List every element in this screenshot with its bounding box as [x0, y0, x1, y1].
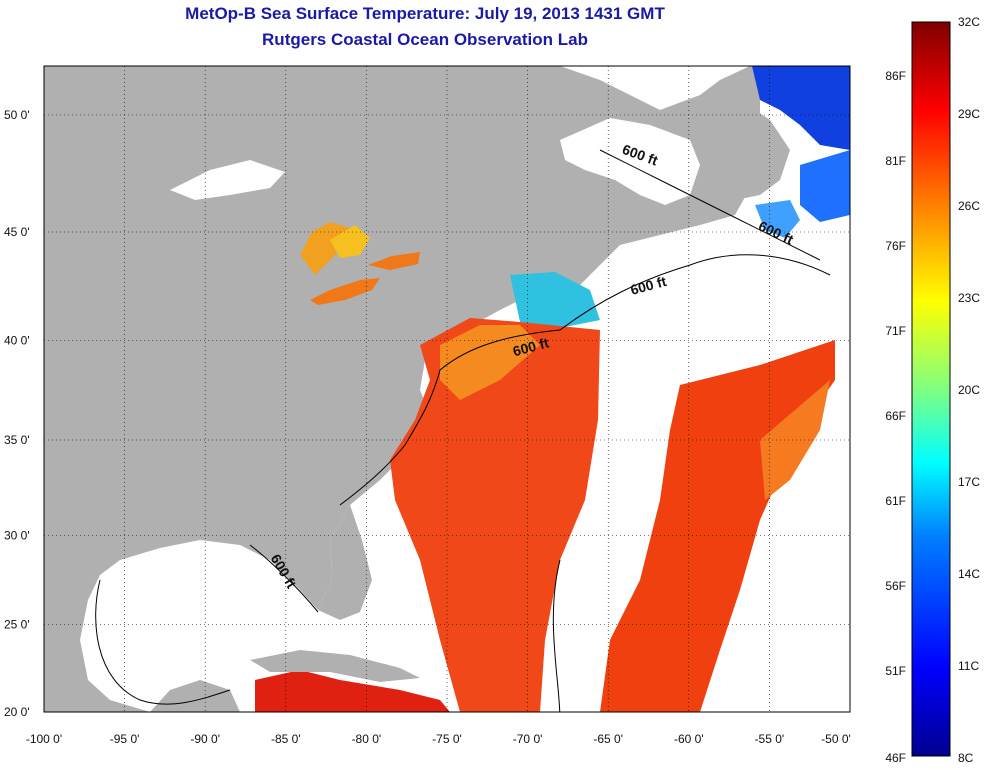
sst-gulf-of-maine [510, 272, 600, 328]
lat-tick-label: 45 0' [4, 225, 30, 239]
isobath-600ft [95, 149, 831, 712]
lake-erie [310, 278, 380, 305]
lon-tick-label: -95 0' [110, 732, 140, 746]
sst-swath-west [390, 318, 600, 712]
colorbar-label-f: 46F [885, 751, 906, 765]
colorbar-label-c: 8C [958, 751, 974, 765]
sst-grand-banks [755, 200, 800, 238]
lat-tick-label: 25 0' [4, 618, 30, 632]
colorbar-label-c: 29C [958, 107, 980, 121]
colorbar-label-f: 51F [885, 664, 906, 678]
lon-axis: -100 0' -95 0' -90 0' -85 0' -80 0' -75 … [26, 732, 851, 746]
map-title: MetOp-B Sea Surface Temperature: July 19… [185, 4, 665, 23]
colorbar-label-f: 86F [885, 69, 906, 83]
lon-tick-label: -80 0' [352, 732, 382, 746]
colorbar-label-c: 20C [958, 383, 980, 397]
colorbar-label-f: 76F [885, 239, 906, 253]
sst-caribbean [255, 670, 450, 712]
colorbar-label-c: 26C [958, 199, 980, 213]
lon-tick-label: -55 0' [755, 732, 785, 746]
lake-ontario [368, 252, 420, 270]
water-gulf-st-lawrence [560, 118, 700, 205]
colorbar-label-f: 56F [885, 579, 906, 593]
colorbar-label-c: 14C [958, 567, 980, 581]
lon-tick-label: -50 0' [821, 732, 851, 746]
lon-tick-label: -85 0' [271, 732, 301, 746]
sst-labrador-cold [752, 66, 850, 150]
lat-tick-label: 20 0' [4, 705, 30, 719]
lat-tick-label: 50 0' [4, 108, 30, 122]
lon-tick-label: -65 0' [593, 732, 623, 746]
colorbar-label-f: 61F [885, 494, 906, 508]
lon-tick-label: -90 0' [190, 732, 220, 746]
sst-swath-east-orange [760, 380, 830, 500]
lat-tick-label: 35 0' [4, 433, 30, 447]
colorbar-label-c: 17C [958, 475, 980, 489]
colorbar-label-c: 11C [958, 659, 979, 673]
colorbar-label-f: 66F [885, 409, 906, 423]
lake-huron [330, 225, 370, 258]
lat-tick-label: 30 0' [4, 529, 30, 543]
lon-tick-label: -100 0' [26, 732, 62, 746]
sst-shelf-orange [440, 325, 540, 400]
colorbar-label-f: 81F [885, 154, 906, 168]
colorbar-label-c: 23C [958, 291, 980, 305]
colorbar-label-f: 71F [885, 324, 906, 338]
map-subtitle: Rutgers Coastal Ocean Observation Lab [262, 30, 588, 49]
land-atlantic-canada [700, 100, 790, 200]
map-frame [43, 65, 851, 713]
lat-axis: 20 0' 25 0' 30 0' 35 0' 40 0' 45 0' 50 0… [4, 108, 30, 719]
lon-tick-label: -60 0' [674, 732, 704, 746]
colorbar-fahrenheit: 86F 81F 76F 71F 66F 61F 56F 51F 46F [885, 69, 906, 765]
lake-superior [170, 160, 285, 200]
lake-michigan [300, 222, 350, 275]
map-layers: 600 ft 600 ft 600 ft 600 ft 600 ft [44, 66, 850, 712]
lon-tick-label: -70 0' [513, 732, 543, 746]
land-cuba [250, 650, 420, 682]
colorbar [911, 21, 951, 757]
land-florida [318, 505, 372, 620]
lon-tick-label: -75 0' [432, 732, 462, 746]
colorbar-celsius: 32C 29C 26C 23C 20C 17C 14C 11C 8C [958, 15, 980, 765]
lat-tick-label: 40 0' [4, 334, 30, 348]
colorbar-label-c: 32C [958, 15, 980, 29]
land-north-america [44, 66, 760, 712]
sst-newfoundland-cold [800, 150, 850, 222]
